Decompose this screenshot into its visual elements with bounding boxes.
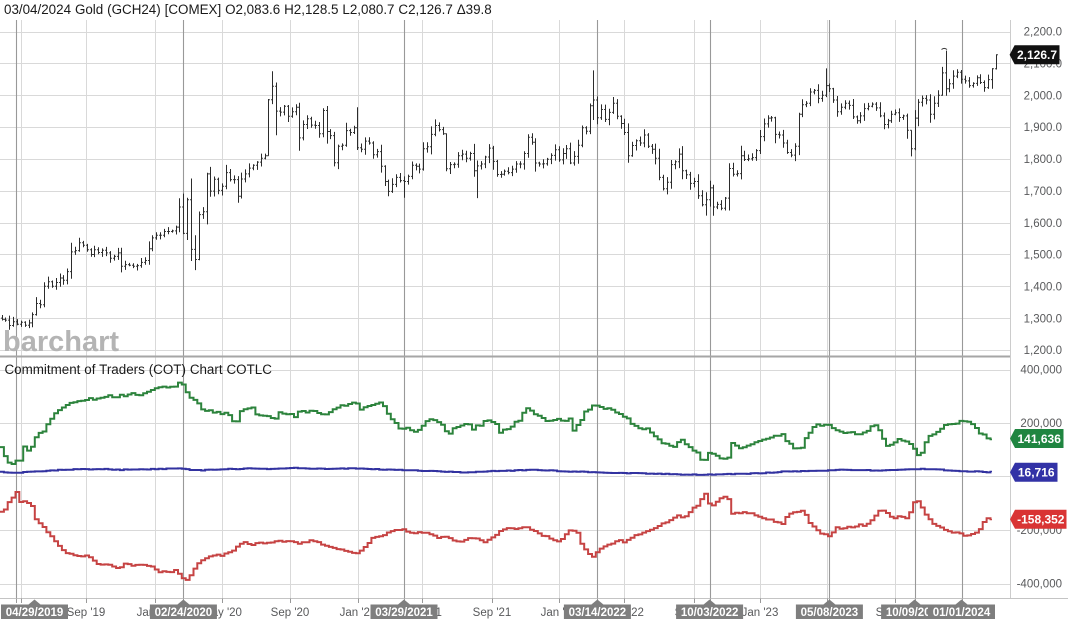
- svg-text:16,716: 16,716: [1018, 466, 1055, 480]
- svg-text:03/29/2021: 03/29/2021: [375, 607, 433, 619]
- svg-text:Jan '23: Jan '23: [742, 607, 779, 619]
- svg-text:Jan '21: Jan '21: [340, 607, 377, 619]
- svg-text:1,800.0: 1,800.0: [1024, 154, 1062, 166]
- svg-text:1,300.0: 1,300.0: [1024, 313, 1062, 325]
- svg-text:01/01/2024: 01/01/2024: [933, 607, 991, 619]
- svg-text:barchart: barchart: [3, 326, 119, 358]
- svg-text:200,000: 200,000: [1020, 418, 1062, 430]
- svg-text:Sep '20: Sep '20: [271, 607, 310, 619]
- svg-text:Commitment of Traders (COT) Ch: Commitment of Traders (COT) Chart COTLC: [5, 362, 273, 377]
- svg-text:2,200.0: 2,200.0: [1024, 27, 1062, 39]
- svg-text:1,600.0: 1,600.0: [1024, 218, 1062, 230]
- svg-text:1,500.0: 1,500.0: [1024, 250, 1062, 262]
- svg-text:03/14/2022: 03/14/2022: [569, 607, 627, 619]
- svg-text:-400,000: -400,000: [1017, 579, 1062, 591]
- svg-text:-158,352: -158,352: [1017, 513, 1065, 527]
- svg-text:2,000.0: 2,000.0: [1024, 90, 1062, 102]
- svg-text:1,200.0: 1,200.0: [1024, 345, 1062, 357]
- svg-text:141,636: 141,636: [1018, 432, 1062, 446]
- svg-text:Sep '21: Sep '21: [473, 607, 512, 619]
- svg-text:05/08/2023: 05/08/2023: [801, 607, 859, 619]
- svg-text:04/29/2019: 04/29/2019: [6, 607, 64, 619]
- svg-text:2,126.7: 2,126.7: [1017, 48, 1057, 62]
- svg-text:1,900.0: 1,900.0: [1024, 122, 1062, 134]
- svg-text:1,400.0: 1,400.0: [1024, 282, 1062, 294]
- svg-text:Sep '19: Sep '19: [67, 607, 106, 619]
- svg-text:10/03/2022: 10/03/2022: [681, 607, 739, 619]
- svg-text:02/24/2020: 02/24/2020: [155, 607, 213, 619]
- svg-text:1,700.0: 1,700.0: [1024, 186, 1062, 198]
- svg-text:400,000: 400,000: [1020, 365, 1062, 377]
- svg-text:03/04/2024 Gold (GCH24) [COMEX: 03/04/2024 Gold (GCH24) [COMEX] O2,083.6…: [4, 2, 492, 17]
